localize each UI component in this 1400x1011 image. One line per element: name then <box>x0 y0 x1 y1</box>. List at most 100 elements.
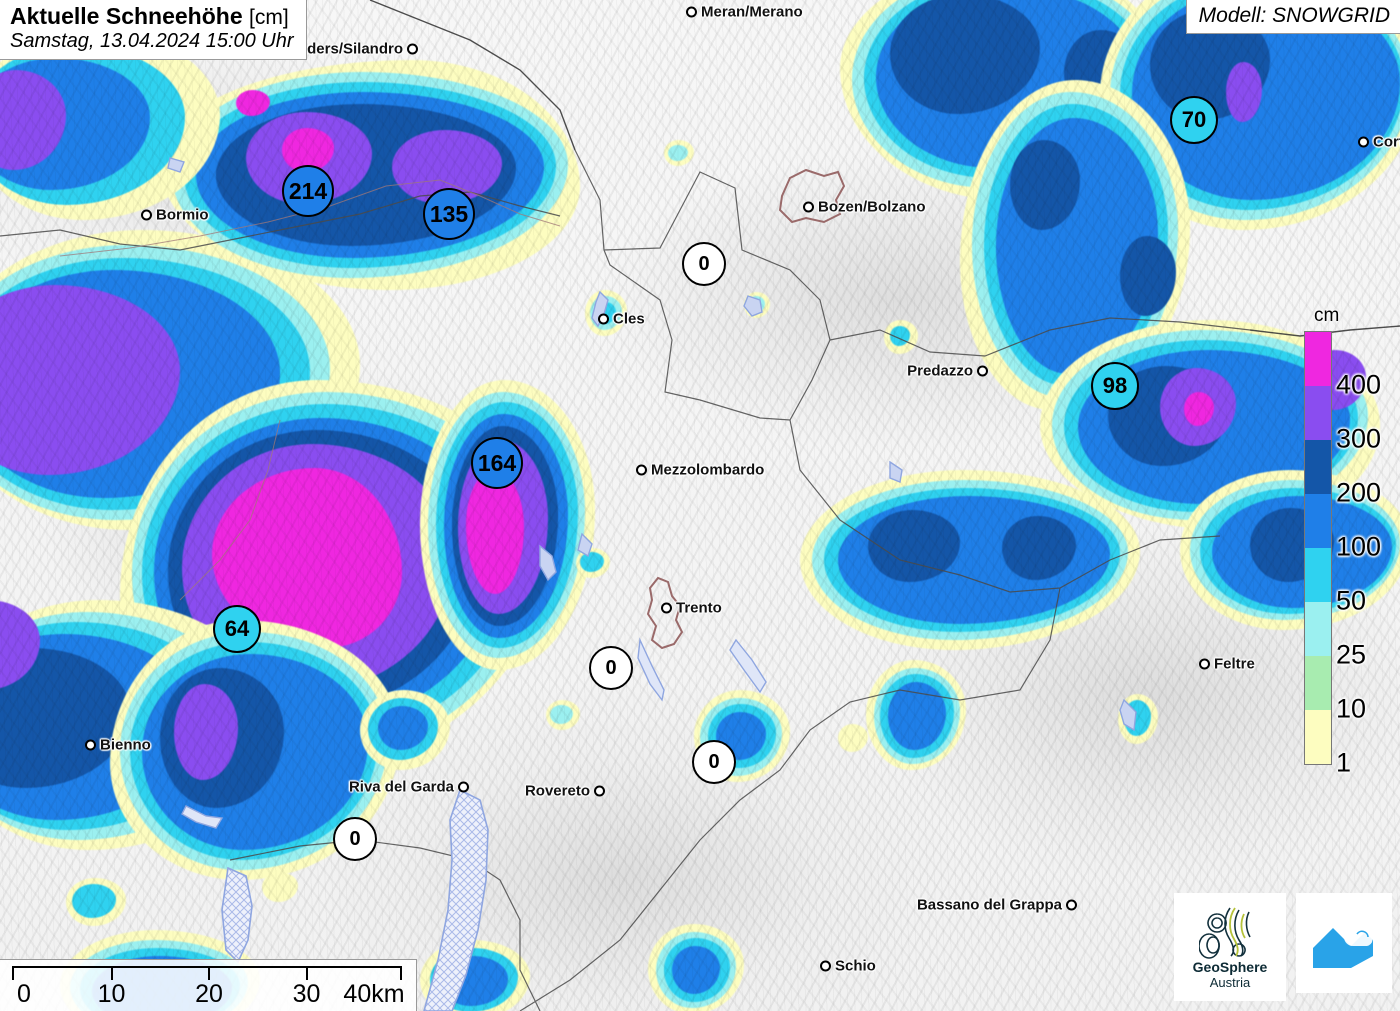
legend-body: 400 300 200 100 50 25 10 1 <box>1304 331 1396 776</box>
city-marker-icon <box>1066 899 1077 911</box>
scale-tick <box>208 968 210 980</box>
legend-band-25 <box>1305 602 1331 656</box>
geosphere-sub: Austria <box>1209 974 1251 990</box>
city-marker-icon <box>977 365 988 377</box>
station-marker[interactable]: 70 <box>1170 96 1218 144</box>
national-border-line <box>369 0 1400 337</box>
city-name: Cortina <box>1373 133 1400 151</box>
scale-label: 40km <box>343 980 405 1008</box>
legend-tick-400: 400 <box>1336 369 1382 400</box>
station-marker[interactable]: 0 <box>589 646 633 690</box>
page-title: Aktuelle Schneehöhe [cm] <box>10 3 294 30</box>
city-marker-icon <box>1358 136 1369 148</box>
title-box: Aktuelle Schneehöhe [cm] Samstag, 13.04.… <box>0 0 307 61</box>
city-marker-icon <box>85 739 96 751</box>
city-label: Cles <box>598 311 645 328</box>
geosphere-austria-logo: GeoSphere Austria <box>1174 893 1286 1001</box>
city-name: Cles <box>613 310 645 328</box>
station-marker[interactable]: 135 <box>423 188 475 240</box>
city-marker-icon <box>803 201 814 213</box>
forecast-timestamp: Samstag, 13.04.2024 15:00 Uhr <box>10 30 294 53</box>
legend-band-1 <box>1305 710 1331 764</box>
city-marker-icon <box>141 209 152 221</box>
city-label: Schio <box>820 958 876 975</box>
city-marker-icon <box>661 602 672 614</box>
station-marker[interactable]: 0 <box>692 740 736 784</box>
scale-bar-line <box>12 966 402 980</box>
title-text: Aktuelle Schneehöhe <box>10 3 243 29</box>
legend-tick-labels: 400 300 200 100 50 25 10 1 <box>1332 331 1396 776</box>
legend-tick-50: 50 <box>1336 585 1367 616</box>
city-label: Bienno <box>85 737 151 754</box>
river-lines <box>181 637 767 829</box>
city-label: Bassano del Grappa <box>917 897 1077 914</box>
city-name: Riva del Garda <box>348 778 454 796</box>
city-name: Trento <box>676 599 722 617</box>
city-label: Feltre <box>1199 656 1255 673</box>
city-marker-icon <box>598 313 609 325</box>
legend-tick-100: 100 <box>1336 531 1382 562</box>
legend-band-100 <box>1305 494 1331 548</box>
scale-tick <box>305 968 308 980</box>
city-label: Mezzolombardo <box>636 462 764 479</box>
title-unit: [cm] <box>249 6 289 29</box>
legend: cm 400 300 200 100 50 25 10 1 <box>1304 305 1396 776</box>
legend-tick-10: 10 <box>1336 693 1367 724</box>
city-label: Riva del Garda <box>349 779 469 796</box>
legend-tick-200: 200 <box>1336 477 1382 508</box>
legend-band-200 <box>1305 440 1331 494</box>
scale-label: 20 <box>195 980 223 1008</box>
station-marker[interactable]: 0 <box>682 242 726 286</box>
city-marker-icon <box>820 960 831 972</box>
station-marker[interactable]: 214 <box>282 165 334 217</box>
legend-band-300 <box>1305 386 1331 440</box>
geosphere-mark-icon <box>1199 906 1251 959</box>
app-logo <box>1296 893 1392 993</box>
city-label: Rovereto <box>525 783 605 800</box>
legend-band-400 <box>1305 332 1331 386</box>
station-marker[interactable]: 64 <box>213 605 261 653</box>
city-name: Bormio <box>156 206 209 224</box>
legend-tick-300: 300 <box>1336 423 1382 454</box>
city-name: Bienno <box>100 736 151 754</box>
logo-group: GeoSphere Austria <box>1174 893 1392 1001</box>
city-label: Predazzo <box>907 363 988 380</box>
city-label: Trento <box>661 600 722 617</box>
city-marker-icon <box>458 781 469 793</box>
city-marker-icon <box>407 43 418 55</box>
city-name: Feltre <box>1214 655 1255 673</box>
city-label: Bozen/Bolzano <box>803 199 926 216</box>
scale-label: 30 <box>292 980 321 1008</box>
geosphere-name: GeoSphere <box>1192 958 1268 975</box>
admin-boundary-lines <box>0 149 1251 1011</box>
station-marker[interactable]: 0 <box>333 817 377 861</box>
city-label: Cortina <box>1358 134 1400 151</box>
mountain-cloud-icon <box>1313 924 1373 968</box>
municipality-outline <box>646 168 846 650</box>
city-marker-icon <box>636 464 647 476</box>
legend-tick-25: 25 <box>1336 639 1367 670</box>
city-name: Bozen/Bolzano <box>818 198 926 216</box>
city-name: Meran/Merano <box>701 3 803 21</box>
city-label: Bormio <box>141 207 209 224</box>
legend-band-50 <box>1305 548 1331 602</box>
road-line <box>59 179 561 601</box>
city-label: Meran/Merano <box>686 4 803 21</box>
city-name: Bassano del Grappa <box>916 896 1062 914</box>
legend-color-bar <box>1304 331 1332 765</box>
legend-band-10 <box>1305 656 1331 710</box>
legend-unit-label: cm <box>1314 305 1340 326</box>
city-name: Rovereto <box>524 782 590 800</box>
scale-bar: 0 10 20 30 40km <box>0 959 417 1011</box>
station-marker[interactable]: 98 <box>1091 362 1139 410</box>
scale-bar-labels: 0 10 20 30 40km <box>12 980 406 1008</box>
legend-tick-1: 1 <box>1336 747 1352 778</box>
scale-tick <box>110 968 113 980</box>
station-marker[interactable]: 164 <box>471 437 523 489</box>
water-bodies <box>167 157 1137 732</box>
city-marker-icon <box>594 785 605 797</box>
